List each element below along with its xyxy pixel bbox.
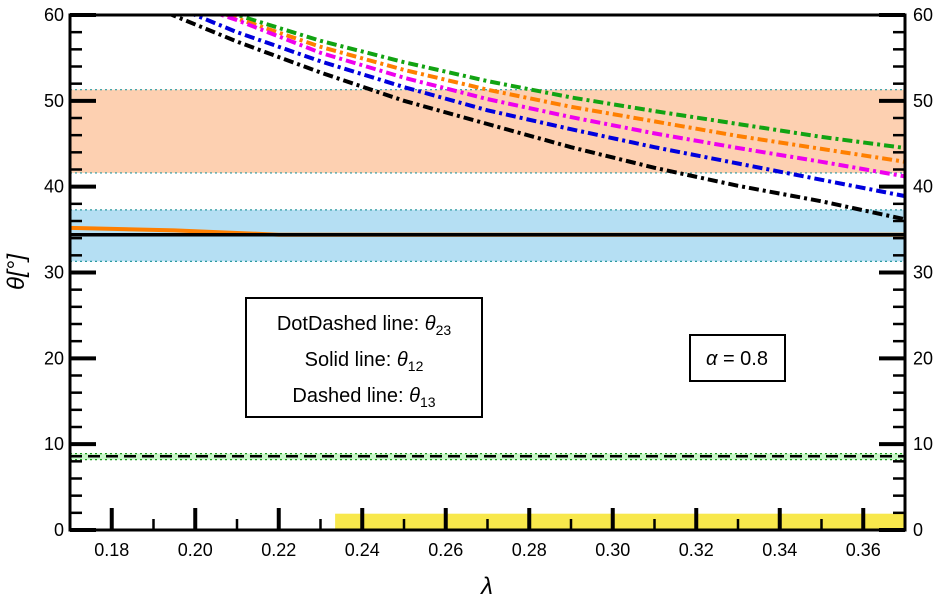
legend-line-theta12-subscript: 12: [408, 358, 424, 374]
x-tick-label: 0.28: [512, 540, 547, 560]
y-tick-label-left: 40: [44, 177, 64, 197]
theta23-orange-line: [221, 15, 905, 164]
legend-line-theta23-label: DotDashed line:: [277, 313, 425, 335]
legend-line-theta23-symbol: θ: [425, 313, 436, 335]
theta23-blue-line: [189, 15, 905, 199]
tick-labels-layer: 0 0 10 10 20 20 30 30 40 40 50 50 60 60 0.18 0.20 0.22 0.…: [44, 5, 933, 560]
y-tick-label-right: 20: [913, 348, 933, 368]
x-tick-label: 0.36: [846, 540, 881, 560]
y-tick-label-left: 0: [54, 520, 64, 540]
y-tick-label-right: 50: [913, 91, 933, 111]
y-tick-label-right: 40: [913, 177, 933, 197]
y-tick-label-left: 20: [44, 348, 64, 368]
x-tick-label: 0.18: [94, 540, 129, 560]
y-tick-label-right: 10: [913, 434, 933, 454]
ticks-layer: [68, 13, 907, 532]
theta23-range-band: [70, 89, 905, 173]
legend-line-theta12: Solid line: θ12: [305, 349, 424, 374]
x-tick-label: 0.26: [428, 540, 463, 560]
y-tick-label-left: 30: [44, 263, 64, 283]
y-tick-label-left: 10: [44, 434, 64, 454]
y-tick-label-left: 50: [44, 91, 64, 111]
alpha-value: = 0.8: [717, 348, 768, 370]
lambda-range-band: [335, 513, 905, 530]
x-axis-label: λ: [479, 573, 493, 600]
legend-box-frame: [245, 297, 483, 418]
x-tick-label: 0.30: [595, 540, 630, 560]
legend-line-theta23: DotDashed line: θ23: [277, 313, 452, 338]
legend-line-theta12-symbol: θ: [397, 349, 408, 371]
y-tick-label-right: 30: [913, 263, 933, 283]
legend-line-theta12-label: Solid line:: [305, 349, 397, 371]
y-tick-label-right: 60: [913, 5, 933, 25]
legend-line-theta13-symbol: θ: [409, 385, 420, 407]
theta23-green-line: [231, 15, 905, 150]
y-axis-label: θ[°]: [3, 253, 30, 290]
theta23-black-line: [166, 15, 905, 222]
legend-box: DotDashed line: θ23 Solid line: θ12 Dash…: [245, 297, 483, 418]
x-tick-label: 0.24: [345, 540, 380, 560]
series-layer: [70, 15, 905, 458]
x-tick-label: 0.34: [762, 540, 797, 560]
y-tick-label-right: 0: [913, 520, 923, 540]
alpha-box: α = 0.8: [689, 334, 786, 382]
alpha-label: α = 0.8: [706, 348, 768, 370]
x-tick-label: 0.20: [178, 540, 213, 560]
legend-line-theta23-subscript: 23: [436, 322, 452, 338]
y-tick-label-left: 60: [44, 5, 64, 25]
legend-line-theta13-subscript: 13: [420, 394, 436, 410]
x-tick-label: 0.22: [261, 540, 296, 560]
alpha-symbol: α: [706, 348, 718, 370]
alpha-box-frame: [689, 334, 786, 382]
legend-line-theta13-label: Dashed line:: [292, 385, 409, 407]
legend-line-theta13: Dashed line: θ13: [292, 385, 435, 410]
x-tick-label: 0.32: [679, 540, 714, 560]
